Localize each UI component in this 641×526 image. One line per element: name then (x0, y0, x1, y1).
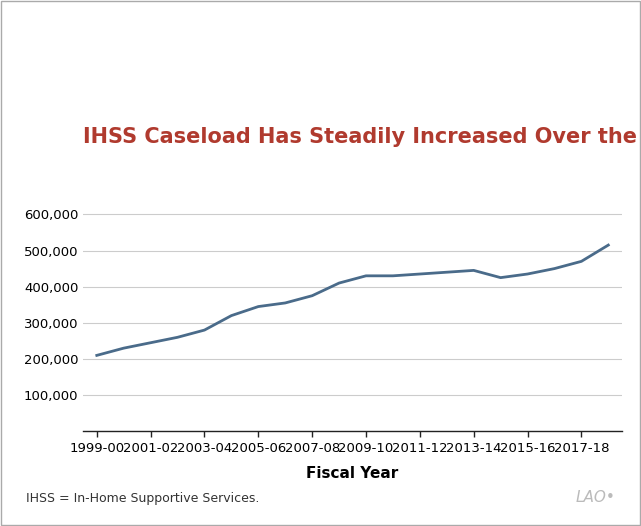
Text: IHSS = In-Home Supportive Services.: IHSS = In-Home Supportive Services. (26, 492, 259, 505)
Text: Figure 1: Figure 1 (9, 9, 67, 23)
Text: LAO•: LAO• (576, 490, 615, 505)
Text: IHSS Caseload Has Steadily Increased Over the Past 20 Years: IHSS Caseload Has Steadily Increased Ove… (83, 127, 641, 147)
X-axis label: Fiscal Year: Fiscal Year (306, 466, 399, 481)
